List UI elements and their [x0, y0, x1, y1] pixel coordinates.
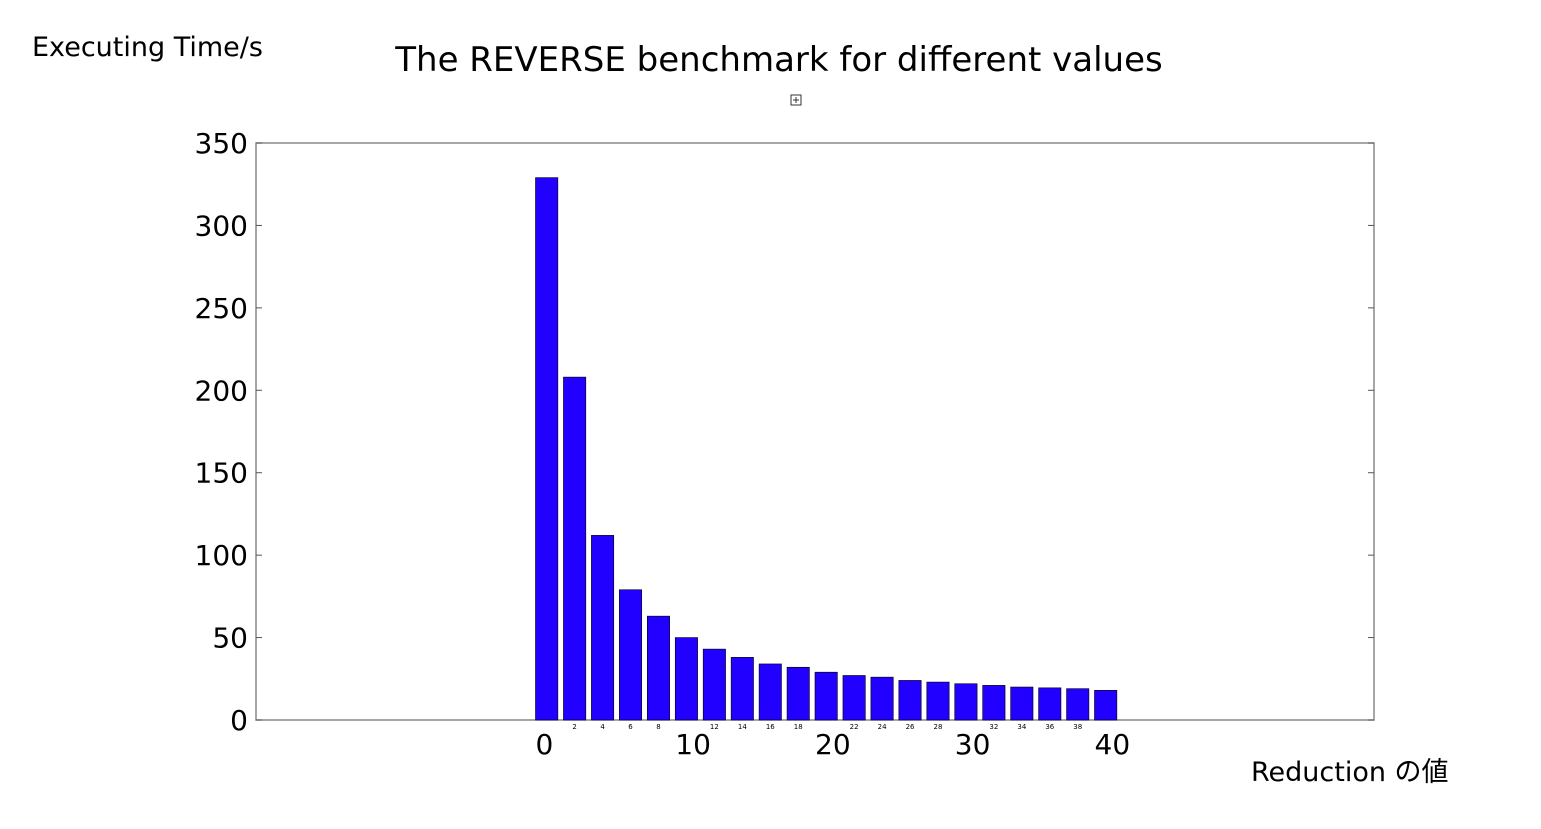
bar [1038, 687, 1062, 721]
x-tick-label-minor: 28 [934, 723, 943, 731]
y-axis-label: Executing Time/s [32, 32, 263, 63]
x-tick-label-minor: 14 [738, 723, 747, 731]
bar [814, 671, 838, 721]
plot-frame [255, 142, 1375, 721]
x-tick-label-minor: 16 [766, 723, 775, 731]
bar [674, 637, 698, 721]
bar [591, 535, 615, 721]
chart-title: The REVERSE benchmark for different valu… [394, 40, 1162, 80]
bar [563, 376, 587, 721]
bar [982, 685, 1006, 721]
x-axis-ticks: 0 10 20 30 402 4 6 8 12 14 16 18 22 24 26 28 32 34 36 38 [536, 723, 1131, 761]
bar [730, 657, 754, 721]
bar [898, 680, 922, 721]
x-tick-label-minor: 36 [1045, 723, 1054, 731]
bar [1066, 688, 1090, 721]
bar [786, 666, 810, 721]
x-tick-label-minor: 26 [906, 723, 915, 731]
bar [619, 589, 643, 721]
bar [870, 676, 894, 721]
y-tick-label: 0 [230, 704, 248, 737]
x-tick-label-minor: 4 [600, 723, 605, 731]
y-axis-ticks: 0 50 100 150 200 250 300 350 [195, 127, 1374, 737]
y-tick-label: 300 [195, 209, 248, 242]
bar [926, 681, 950, 721]
x-tick-label-minor: 12 [710, 723, 719, 731]
x-tick-label-minor: 2 [572, 723, 576, 731]
x-tick-label-minor: 24 [878, 723, 887, 731]
bar [646, 615, 670, 721]
bar [535, 177, 559, 721]
x-tick-label-minor: 22 [850, 723, 859, 731]
x-tick-label-major: 30 [955, 728, 991, 761]
x-tick-label-minor: 38 [1073, 723, 1082, 731]
y-tick-label: 350 [195, 127, 248, 160]
expand-icon[interactable] [790, 94, 802, 106]
x-tick-label-major: 0 [536, 728, 554, 761]
bar [1094, 690, 1118, 721]
bar [758, 663, 782, 721]
y-tick-label: 150 [195, 457, 248, 490]
x-tick-label-minor: 18 [794, 723, 803, 731]
x-axis-label: Reduction の値 [1251, 757, 1449, 788]
x-tick-label-major: 10 [675, 728, 711, 761]
bars [535, 177, 1118, 721]
x-tick-label-minor: 6 [628, 723, 633, 731]
x-tick-label-minor: 34 [1017, 723, 1026, 731]
y-tick-label: 250 [195, 292, 248, 325]
x-tick-label-minor: 8 [656, 723, 660, 731]
y-tick-label: 100 [195, 539, 248, 572]
x-tick-label-major: 40 [1095, 728, 1131, 761]
x-tick-label-major: 20 [815, 728, 851, 761]
bar [842, 675, 866, 721]
x-tick-label-minor: 32 [989, 723, 998, 731]
bar [1010, 686, 1034, 721]
bar [702, 648, 726, 721]
bar [954, 683, 978, 721]
y-tick-label: 50 [212, 622, 248, 655]
y-tick-label: 200 [195, 374, 248, 407]
